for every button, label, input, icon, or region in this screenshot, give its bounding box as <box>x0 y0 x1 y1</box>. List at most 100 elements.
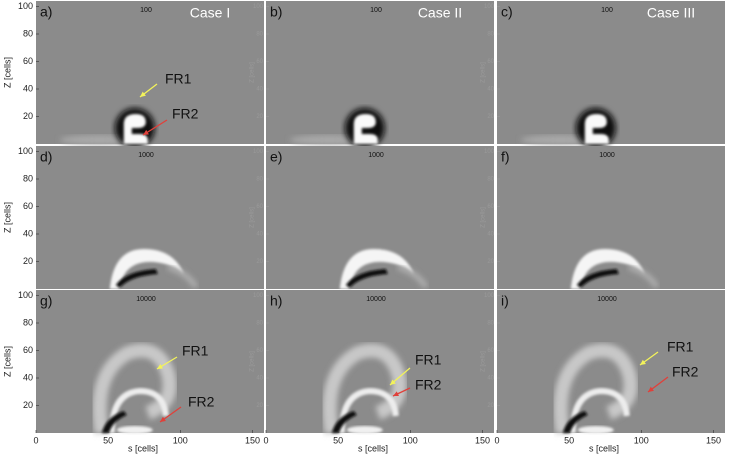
panel-image <box>497 146 725 289</box>
y-tick-label: 80 <box>487 321 494 327</box>
y-tick-label: 80 <box>487 32 494 38</box>
x-axis-label: s [cells] <box>128 443 158 453</box>
arrow-head <box>640 359 646 365</box>
y-tick-label: 20 <box>256 114 263 120</box>
y-axis-label: Z [cells] <box>250 207 256 228</box>
case-title: Case II <box>418 5 462 21</box>
y-tick-label: 60 <box>256 348 263 354</box>
y-tick-label: 100 <box>484 149 495 155</box>
y-tick-label: 100 <box>18 1 33 11</box>
x-tick-label: 0 <box>494 435 499 445</box>
panel: i) 10000 FR1 FR2 <box>497 290 725 435</box>
current-sheet <box>115 269 158 288</box>
panel-label: b) <box>270 4 282 20</box>
arrow-head <box>143 129 149 135</box>
y-tick-label: 40 <box>256 376 263 382</box>
y-tick-label: 60 <box>256 59 263 65</box>
y-tick-label: 20 <box>23 256 33 266</box>
x-axis-label: s [cells] <box>589 443 619 453</box>
y-tick-label: 60 <box>487 59 494 65</box>
cusp <box>101 411 127 433</box>
annotation: FR2 <box>415 377 442 393</box>
inner-loop <box>569 387 630 434</box>
wake <box>167 265 198 289</box>
panel-image <box>36 146 264 289</box>
time-label: 100 <box>140 7 152 14</box>
panel-label: g) <box>40 293 52 309</box>
y-tick-label: 100 <box>18 146 33 156</box>
y-tick-label: 20 <box>487 403 494 409</box>
arrow-head <box>390 379 396 385</box>
y-axis-label: Z [cells] <box>481 62 487 83</box>
panel: b) 100 Case II <box>266 1 494 148</box>
inner-loop <box>338 387 399 434</box>
panel-image <box>266 146 494 289</box>
y-tick-label: 40 <box>256 87 263 93</box>
current-sheet <box>345 269 388 288</box>
base <box>116 426 153 434</box>
panel-label: i) <box>501 293 509 309</box>
flux-rope <box>339 249 414 289</box>
x-tick-label: 50 <box>103 435 113 445</box>
y-tick-label: 40 <box>487 232 494 238</box>
time-label: 10000 <box>366 296 386 303</box>
panel-label: a) <box>40 4 52 20</box>
y-tick-label: 100 <box>484 4 495 10</box>
y-tick-label: 80 <box>487 177 494 183</box>
y-tick-label: 20 <box>487 114 494 120</box>
flux-rope <box>109 249 184 289</box>
annotation: FR2 <box>172 106 199 122</box>
annotation: FR2 <box>188 394 215 410</box>
annotation: FR1 <box>182 343 209 359</box>
x-tick-label: 50 <box>564 435 574 445</box>
y-tick-label: 40 <box>23 372 33 382</box>
arrow-head <box>393 391 399 397</box>
y-axis-label: Z [cells] <box>2 57 12 88</box>
outer-loop <box>553 343 638 435</box>
y-tick-label: 60 <box>23 345 33 355</box>
y-tick-label: 100 <box>253 4 264 10</box>
flux-rope-core <box>584 114 609 144</box>
x-tick-label: 0 <box>263 435 268 445</box>
y-axis-label: Z [cells] <box>481 351 487 372</box>
time-label: 100 <box>370 7 382 14</box>
y-tick-label: 80 <box>23 173 33 183</box>
panel: e) 1000 <box>266 146 494 289</box>
y-axis-label: Z [cells] <box>250 62 256 83</box>
current-sheet <box>576 269 619 288</box>
y-tick-label: 60 <box>487 348 494 354</box>
y-tick-label: 80 <box>23 28 33 38</box>
y-tick-label: 100 <box>484 293 495 299</box>
x-tick-label: 150 <box>475 435 490 445</box>
y-tick-label: 80 <box>23 317 33 327</box>
panel-label: f) <box>501 149 510 165</box>
y-tick-label: 80 <box>256 177 263 183</box>
time-label: 10000 <box>136 296 156 303</box>
y-tick-label: 100 <box>253 149 264 155</box>
x-tick-label: 100 <box>173 435 188 445</box>
panel-label: c) <box>501 4 513 20</box>
case-title: Case I <box>190 5 230 21</box>
x-tick-label: 0 <box>33 435 38 445</box>
panel: g) 10000 FR1 FR2 <box>36 290 264 435</box>
y-tick-label: 60 <box>256 204 263 210</box>
y-axis-label: Z [cells] <box>250 351 256 372</box>
flux-rope <box>570 249 645 289</box>
y-tick-label: 20 <box>487 259 494 265</box>
x-tick-label: 150 <box>245 435 260 445</box>
panel-label: e) <box>270 149 282 165</box>
flux-rope-core <box>353 114 378 144</box>
y-tick-label: 20 <box>23 400 33 410</box>
time-label: 10000 <box>597 296 617 303</box>
time-label: 1000 <box>138 152 154 159</box>
y-tick-label: 100 <box>253 293 264 299</box>
panel: f) 1000 <box>497 146 725 289</box>
y-tick-label: 100 <box>18 290 33 300</box>
wake <box>628 265 659 289</box>
x-tick-label: 100 <box>634 435 649 445</box>
panel-label: d) <box>40 149 52 165</box>
y-axis-label: Z [cells] <box>2 346 12 377</box>
y-axis-label: Z [cells] <box>2 202 12 233</box>
y-tick-label: 80 <box>256 32 263 38</box>
